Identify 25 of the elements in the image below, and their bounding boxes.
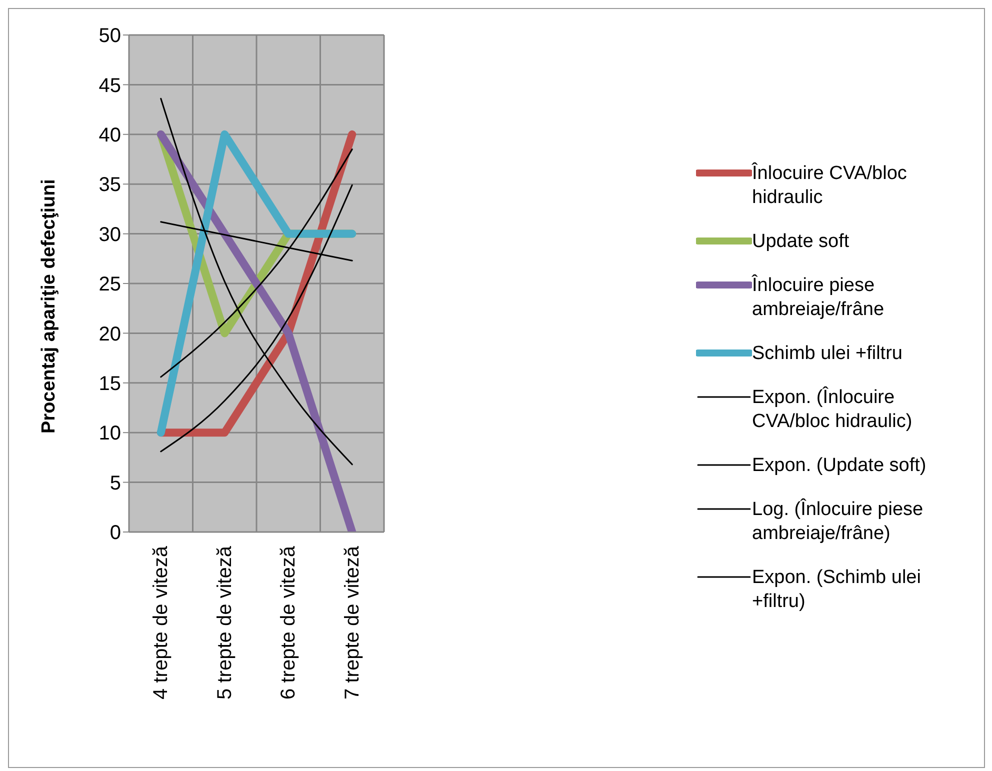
legend-label: Log. (Înlocuire piese ambreiaje/frâne) [752, 498, 924, 546]
legend-label: Înlocuire piese ambreiaje/frâne [752, 274, 886, 322]
y-tick-label: 40 [98, 124, 121, 146]
legend-label: Schimb ulei +filtru [752, 342, 902, 366]
x-tick-label: 7 trepte de viteză [341, 545, 364, 700]
y-axis-title: Procentaj apariţie defecţiuni [38, 179, 60, 434]
y-tick-label: 30 [98, 224, 121, 246]
y-tick-label: 0 [110, 522, 121, 544]
y-tick-label: 35 [98, 174, 121, 196]
y-tick-label: 25 [98, 274, 121, 296]
legend-label: Update soft [752, 230, 850, 254]
legend-label: Expon. (Înlocuire CVA/bloc hidraulic) [752, 386, 914, 434]
x-tick-label: 4 trepte de viteză [150, 545, 172, 700]
y-tick-label: 50 [98, 25, 121, 48]
y-tick-label: 5 [110, 472, 121, 494]
legend-label: Înlocuire CVA/bloc hidraulic [752, 162, 908, 210]
x-tick-label: 5 trepte de viteză [214, 545, 236, 700]
legend-label: Expon. (Update soft) [752, 454, 926, 478]
y-tick-label: 10 [98, 422, 121, 445]
y-tick-label: 45 [98, 74, 121, 97]
line-series [160, 98, 353, 466]
x-tick-label: 6 trepte de viteză [278, 545, 300, 700]
y-tick-label: 20 [98, 323, 121, 346]
y-tick-label: 15 [98, 373, 121, 395]
legend-label: Expon. (Schimb ulei +filtru) [752, 566, 922, 614]
